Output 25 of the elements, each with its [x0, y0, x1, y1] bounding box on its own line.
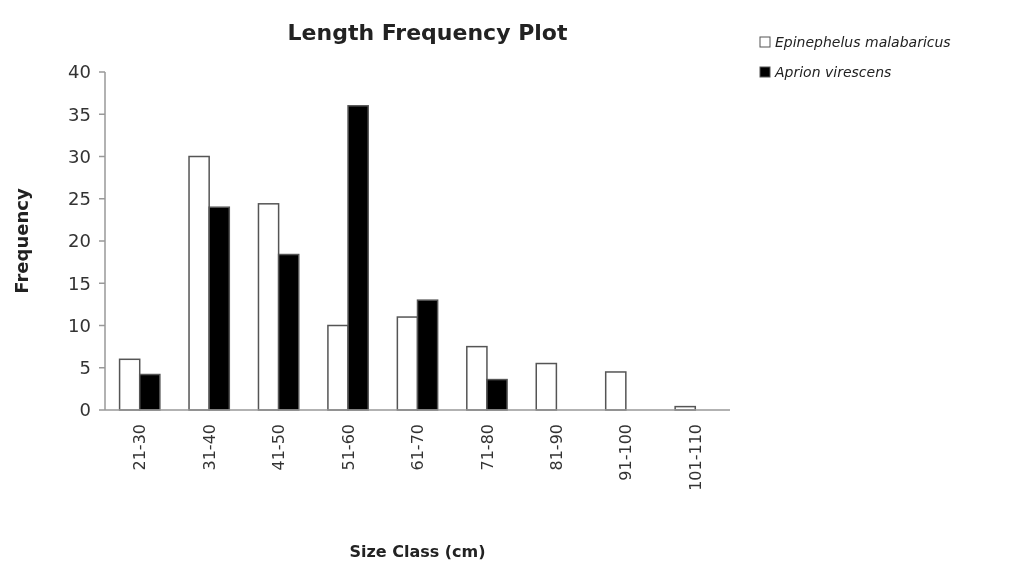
x-tick-label: 91-100	[616, 424, 636, 481]
y-tick-label: 40	[68, 61, 91, 83]
x-tick-label: 61-70	[408, 424, 428, 471]
y-axis-title: Frequency	[11, 188, 32, 294]
y-tick-label: 10	[68, 314, 91, 336]
y-tick-label: 15	[68, 272, 91, 294]
bar	[535, 362, 558, 411]
chart-title: Length Frequency Plot	[287, 20, 568, 45]
y-tick-label: 0	[79, 399, 91, 421]
legend-label: Epinephelus malabaricus	[775, 33, 951, 50]
x-tick-label: 101-110	[685, 424, 705, 491]
x-tick-label: 21-30	[130, 424, 150, 471]
legend-label: Aprion virescens	[774, 63, 892, 80]
y-tick-label: 30	[68, 145, 91, 167]
x-tick-label: 81-90	[546, 424, 566, 471]
bar	[604, 371, 627, 411]
y-tick-label: 35	[68, 103, 91, 125]
y-tick-label: 20	[68, 230, 91, 252]
y-tick-label: 25	[68, 188, 91, 210]
x-axis-title: Size Class (cm)	[349, 542, 486, 561]
y-tick-label: 5	[79, 357, 91, 379]
x-tick-label: 41-50	[269, 424, 289, 471]
x-tick-label: 71-80	[477, 424, 497, 471]
x-tick-label: 31-40	[199, 424, 219, 471]
x-tick-label: 51-60	[338, 424, 358, 471]
